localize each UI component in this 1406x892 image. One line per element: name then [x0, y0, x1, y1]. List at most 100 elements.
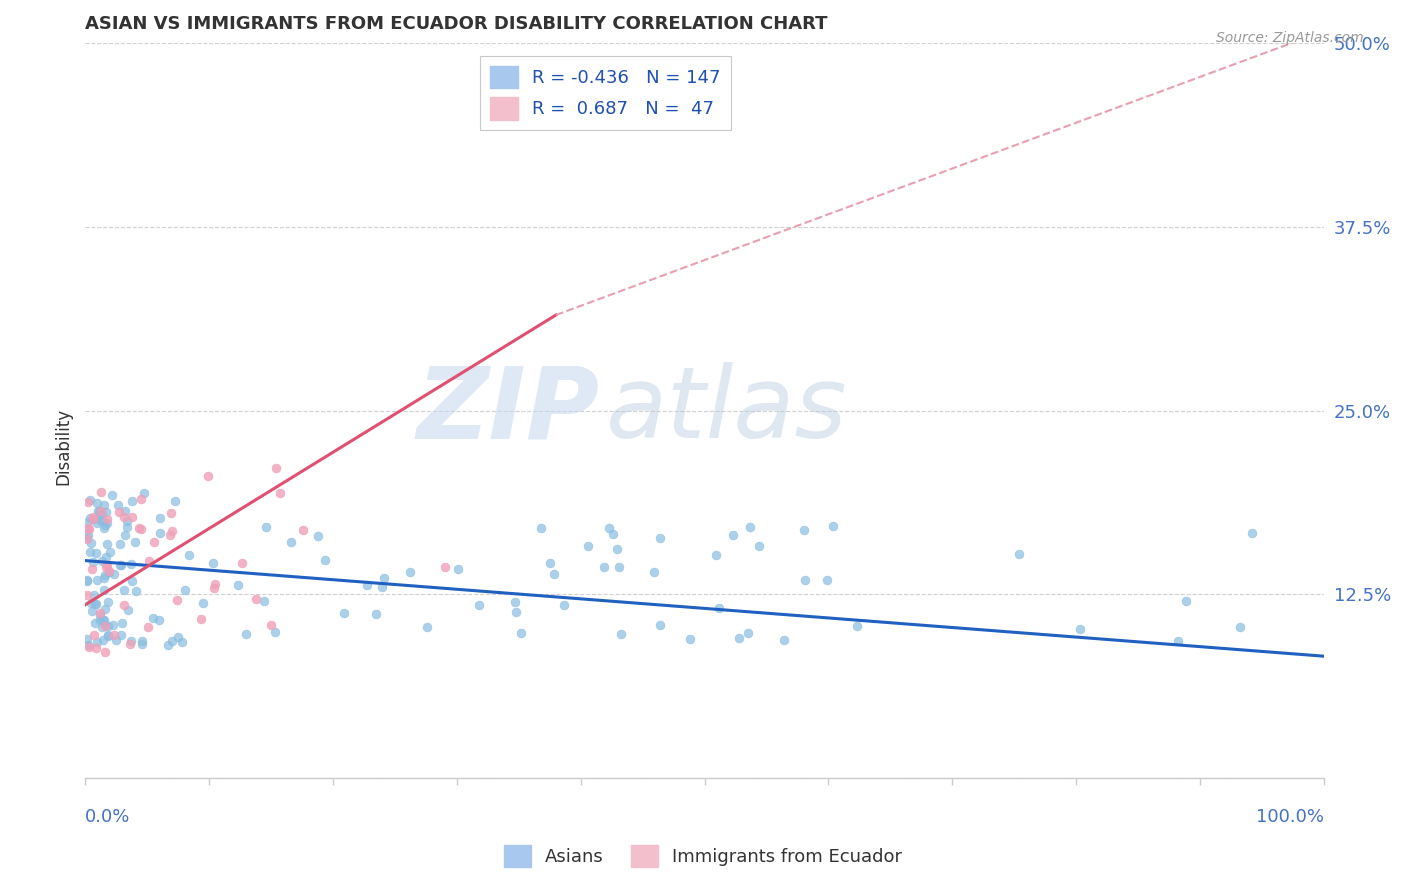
Point: [160, 634, 183, 648]
Point: [648, 531, 671, 545]
Point: [89, 613, 111, 627]
Point: [202, 556, 225, 570]
Point: [108, 558, 131, 573]
Point: [77, 640, 100, 654]
Point: [543, 567, 565, 582]
Point: [93, 583, 115, 598]
Point: [291, 523, 314, 537]
Point: [314, 553, 336, 567]
Point: [94, 601, 117, 615]
Point: [260, 618, 283, 632]
Point: [103, 628, 125, 642]
Point: [132, 485, 155, 500]
Point: [90, 485, 112, 500]
Point: [364, 607, 387, 621]
Point: [97, 628, 120, 642]
Point: [307, 529, 329, 543]
Point: [142, 611, 165, 625]
Point: [76, 632, 98, 646]
Point: [84, 641, 107, 656]
Point: [253, 594, 276, 608]
Point: [87, 503, 110, 517]
Point: [96, 512, 118, 526]
Point: [748, 539, 770, 553]
Point: [148, 613, 170, 627]
Point: [86, 573, 108, 587]
Point: [1069, 622, 1091, 636]
Point: [121, 509, 143, 524]
Point: [823, 518, 845, 533]
Point: [1008, 548, 1031, 562]
Point: [167, 630, 190, 644]
Point: [80, 596, 103, 610]
Point: [110, 628, 132, 642]
Point: [793, 574, 815, 588]
Point: [165, 493, 187, 508]
Point: [96, 516, 118, 530]
Point: [117, 603, 139, 617]
Point: [83, 628, 105, 642]
Point: [131, 637, 153, 651]
Point: [90, 514, 112, 528]
Point: [399, 565, 422, 579]
Point: [96, 558, 118, 572]
Point: [105, 633, 128, 648]
Point: [77, 495, 100, 509]
Point: [76, 573, 98, 587]
Point: [86, 496, 108, 510]
Point: [177, 548, 200, 562]
Point: [91, 632, 114, 647]
Point: [89, 608, 111, 623]
Point: [114, 528, 136, 542]
Point: [121, 634, 143, 648]
Point: [356, 578, 378, 592]
Point: [82, 512, 104, 526]
Point: [86, 635, 108, 649]
Point: [190, 612, 212, 626]
Point: [76, 533, 98, 547]
Point: [93, 498, 115, 512]
Point: [737, 625, 759, 640]
Point: [112, 510, 135, 524]
Point: [82, 512, 104, 526]
Point: [93, 613, 115, 627]
Point: [84, 597, 107, 611]
Point: [202, 581, 225, 595]
Point: [643, 565, 665, 579]
Point: [89, 606, 111, 620]
Text: 100.0%: 100.0%: [1256, 808, 1324, 826]
Point: [193, 596, 215, 610]
Point: [415, 619, 437, 633]
Point: [602, 526, 624, 541]
Point: [77, 521, 100, 535]
Point: [143, 535, 166, 549]
Point: [332, 607, 354, 621]
Point: [125, 583, 148, 598]
Legend: Asians, Immigrants from Ecuador: Asians, Immigrants from Ecuador: [496, 838, 910, 874]
Point: [98, 545, 121, 559]
Point: [845, 619, 868, 633]
Point: [269, 485, 291, 500]
Point: [1175, 594, 1198, 608]
Point: [97, 619, 120, 633]
Point: [94, 505, 117, 519]
Point: [86, 516, 108, 530]
Point: [129, 522, 152, 536]
Point: [815, 573, 838, 587]
Point: [124, 535, 146, 549]
Point: [108, 505, 131, 519]
Point: [94, 645, 117, 659]
Point: [129, 491, 152, 506]
Point: [607, 559, 630, 574]
Point: [160, 524, 183, 539]
Point: [79, 510, 101, 524]
Point: [82, 509, 104, 524]
Point: [149, 526, 172, 541]
Point: [373, 571, 395, 585]
Point: [245, 592, 267, 607]
Point: [76, 574, 98, 588]
Point: [80, 536, 103, 550]
Point: [723, 528, 745, 542]
Point: [793, 523, 815, 537]
Point: [79, 493, 101, 508]
